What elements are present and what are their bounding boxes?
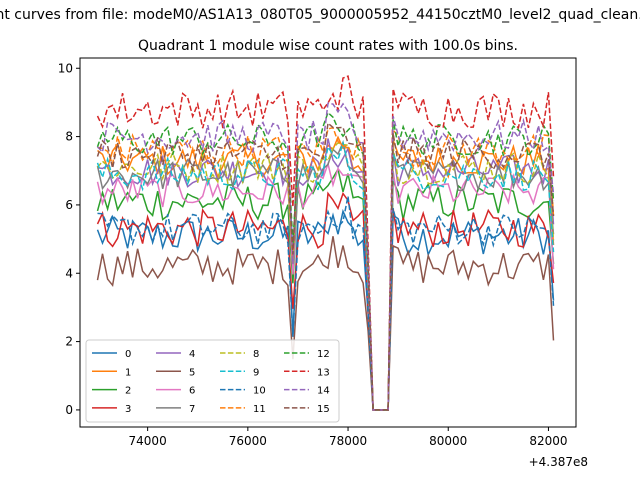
plot-frame (79, 57, 577, 428)
legend-label-1: 1 (125, 367, 131, 378)
series-line-9 (96, 140, 555, 411)
series-line-14 (96, 102, 555, 411)
y-tick-label: 4 (65, 266, 73, 280)
x-tick-label: 82000 (529, 434, 567, 448)
x-tick-label: 78000 (329, 434, 367, 448)
series-line-13 (96, 75, 555, 411)
legend-label-8: 8 (253, 349, 259, 360)
y-tick-label: 6 (65, 198, 73, 212)
legend-label-3: 3 (125, 404, 131, 415)
series-line-15 (96, 121, 555, 411)
series-line-5 (96, 236, 555, 411)
legend-label-0: 0 (125, 349, 131, 360)
series-line-2 (96, 167, 555, 411)
legend-box (85, 339, 340, 423)
legend-label-7: 7 (189, 404, 195, 415)
figure-suptitle: Light curves from file: modeM0/AS1A13_08… (0, 7, 640, 23)
legend-label-13: 13 (317, 367, 330, 378)
y-tick-label: 10 (58, 61, 73, 75)
x-offset-label: +4.387e8 (529, 455, 588, 469)
chart-title: Quadrant 1 module wise count rates with … (138, 38, 518, 54)
legend-label-5: 5 (189, 367, 195, 378)
legend-label-4: 4 (189, 349, 195, 360)
legend-label-6: 6 (189, 386, 195, 397)
legend-label-14: 14 (317, 386, 330, 397)
y-tick-label: 0 (65, 403, 73, 417)
legend-label-2: 2 (125, 386, 131, 397)
legend-label-9: 9 (253, 367, 259, 378)
legend-label-12: 12 (317, 349, 330, 360)
legend-label-15: 15 (317, 404, 330, 415)
y-tick-label: 2 (65, 335, 73, 349)
x-tick-label: 80000 (429, 434, 467, 448)
series-layer (96, 75, 555, 411)
series-line-6 (96, 161, 555, 411)
x-tick-label: 74000 (129, 434, 167, 448)
legend-label-11: 11 (253, 404, 266, 415)
y-tick-label: 8 (65, 130, 73, 144)
series-line-12 (96, 111, 555, 411)
x-tick-label: 76000 (229, 434, 267, 448)
series-line-10 (97, 196, 555, 411)
legend-label-10: 10 (253, 386, 266, 397)
series-line-7 (96, 140, 555, 411)
